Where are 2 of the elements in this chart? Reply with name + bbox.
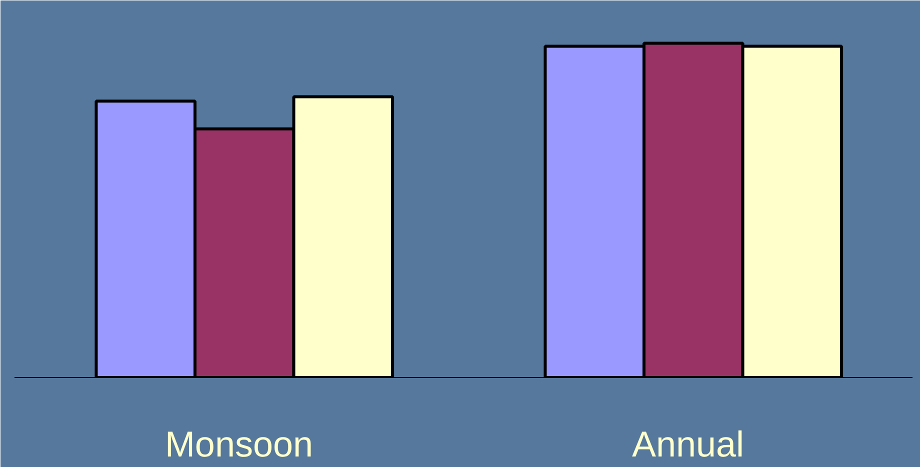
- x-tick-label: Annual: [632, 424, 744, 464]
- x-tick-label: Monsoon: [164, 424, 314, 464]
